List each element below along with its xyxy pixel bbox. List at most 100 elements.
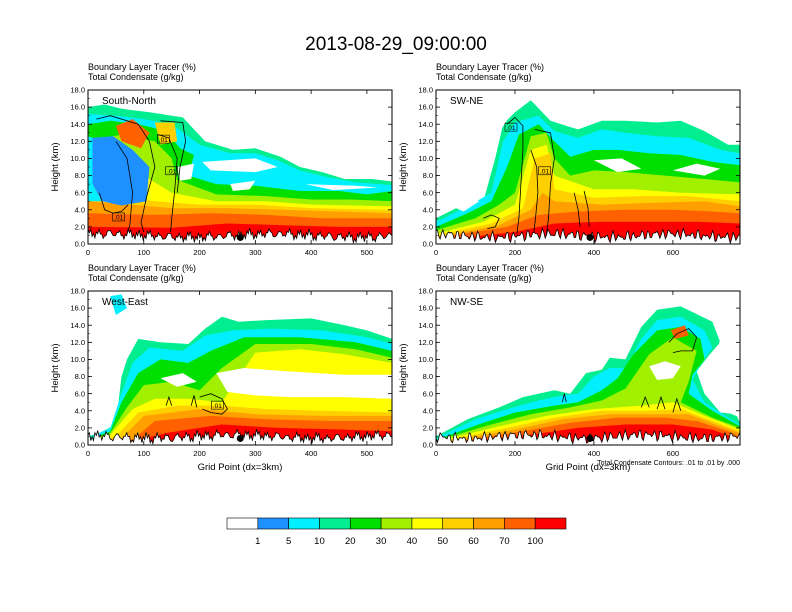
y-tick-label: 12.0 bbox=[70, 338, 85, 347]
y-tick-label: 10.0 bbox=[70, 154, 85, 163]
colorbar-swatch bbox=[288, 517, 320, 530]
field-layer bbox=[154, 122, 178, 145]
field-layers bbox=[88, 291, 392, 445]
colorbar-swatch bbox=[380, 517, 413, 530]
y-tick-label: 6.0 bbox=[423, 389, 433, 398]
y-tick-label: 0.0 bbox=[423, 240, 433, 249]
condensate-contour bbox=[583, 190, 590, 227]
x-tick-label: 600 bbox=[667, 449, 680, 458]
panel-label: West-East bbox=[102, 297, 148, 308]
y-tick-label: 16.0 bbox=[418, 103, 433, 112]
field-layer bbox=[92, 136, 150, 206]
site-marker bbox=[586, 434, 594, 442]
panel-nw-se: Boundary Layer Tracer (%)Total Condensat… bbox=[398, 263, 741, 473]
condensate-contour bbox=[506, 116, 524, 234]
colorbar-swatch bbox=[349, 517, 382, 530]
contour-label-box bbox=[211, 400, 224, 410]
condensate-contour bbox=[668, 328, 698, 353]
condensate-contour bbox=[640, 395, 650, 408]
site-marker bbox=[586, 233, 594, 241]
colorbar-swatch bbox=[257, 517, 289, 530]
condensate-contour bbox=[561, 393, 567, 403]
x-tick-label: 400 bbox=[305, 449, 318, 458]
field-layer bbox=[110, 294, 127, 315]
colorbar-label: 100 bbox=[527, 536, 543, 547]
panel-header-condensate: Total Condensate (g/kg) bbox=[88, 273, 184, 283]
y-tick-label: 8.0 bbox=[423, 171, 433, 180]
contour-label-box bbox=[165, 166, 178, 176]
x-axis-label: Grid Point (dx=3km) bbox=[546, 462, 631, 473]
field-layer bbox=[216, 368, 392, 399]
site-marker bbox=[236, 434, 244, 442]
y-tick-label: 12.0 bbox=[418, 338, 433, 347]
field-layers bbox=[88, 90, 392, 244]
condensate-contour bbox=[199, 393, 228, 415]
site-marker bbox=[236, 233, 244, 241]
x-tick-label: 300 bbox=[249, 449, 262, 458]
colorbar-label: 20 bbox=[345, 536, 356, 547]
panel-header-condensate: Total Condensate (g/kg) bbox=[436, 273, 532, 283]
panel-header-condensate: Total Condensate (g/kg) bbox=[88, 72, 184, 82]
y-tick-label: 10.0 bbox=[418, 154, 433, 163]
colorbar-swatch bbox=[534, 517, 567, 530]
field-layer bbox=[230, 180, 256, 191]
colorbar-swatch bbox=[411, 517, 444, 530]
y-tick-label: 6.0 bbox=[75, 389, 85, 398]
colorbar-label: 70 bbox=[499, 536, 510, 547]
y-tick-label: 18.0 bbox=[70, 86, 85, 95]
condensate-contour bbox=[115, 141, 134, 234]
terrain-fill bbox=[436, 429, 740, 445]
y-axis-label: Height (km) bbox=[398, 343, 409, 392]
field-layer bbox=[115, 119, 150, 149]
contour-label-box bbox=[504, 122, 518, 132]
field-layer bbox=[202, 158, 278, 173]
colorbar-label: 1 bbox=[255, 536, 260, 547]
x-tick-label: 0 bbox=[434, 248, 438, 257]
x-tick-label: 400 bbox=[305, 248, 318, 257]
field-layer bbox=[160, 373, 197, 387]
field-layer bbox=[305, 184, 379, 191]
y-tick-label: 8.0 bbox=[75, 372, 85, 381]
colorbar-swatch bbox=[504, 517, 536, 530]
field-layer bbox=[672, 163, 721, 176]
x-tick-label: 200 bbox=[193, 449, 206, 458]
terrain-outline bbox=[436, 428, 740, 445]
colorbar-label: 60 bbox=[468, 536, 479, 547]
panel-label: NW-SE bbox=[450, 297, 483, 308]
x-tick-label: 500 bbox=[361, 248, 374, 257]
contour-label: .01 bbox=[213, 403, 222, 410]
y-tick-label: 10.0 bbox=[418, 355, 433, 364]
y-tick-label: 14.0 bbox=[418, 120, 433, 129]
condensate-contour bbox=[534, 129, 555, 234]
y-axis-label: Height (km) bbox=[398, 142, 409, 191]
contour-label: .01 bbox=[167, 168, 176, 175]
condensate-contour bbox=[672, 397, 682, 413]
x-tick-label: 500 bbox=[361, 449, 374, 458]
field-layer bbox=[593, 158, 642, 173]
y-tick-label: 14.0 bbox=[70, 120, 85, 129]
colorbar: 1 5 10 20 30 40 50 60 70 100 bbox=[226, 517, 567, 547]
field-layers bbox=[436, 291, 740, 445]
condensate-contour bbox=[190, 395, 198, 408]
panel-west-east: Boundary Layer Tracer (%)Total Condensat… bbox=[50, 263, 393, 473]
y-tick-label: 2.0 bbox=[423, 423, 433, 432]
y-tick-label: 2.0 bbox=[423, 222, 433, 231]
colorbar-swatch bbox=[473, 517, 505, 530]
y-tick-label: 0.0 bbox=[75, 441, 85, 450]
condensate-contour bbox=[530, 149, 539, 233]
field-layers bbox=[436, 90, 740, 244]
field-layer bbox=[88, 291, 392, 338]
y-tick-label: 6.0 bbox=[423, 188, 433, 197]
field-layer bbox=[177, 163, 194, 181]
y-tick-label: 16.0 bbox=[418, 304, 433, 313]
y-tick-label: 4.0 bbox=[423, 406, 433, 415]
contour-label-box bbox=[538, 166, 551, 176]
field-layer bbox=[88, 136, 102, 202]
y-tick-label: 8.0 bbox=[75, 171, 85, 180]
y-tick-label: 18.0 bbox=[418, 86, 433, 95]
contour-label: .01 bbox=[540, 168, 549, 175]
panel-header-tracer: Boundary Layer Tracer (%) bbox=[88, 62, 196, 72]
y-tick-label: 4.0 bbox=[75, 205, 85, 214]
y-tick-label: 14.0 bbox=[70, 321, 85, 330]
